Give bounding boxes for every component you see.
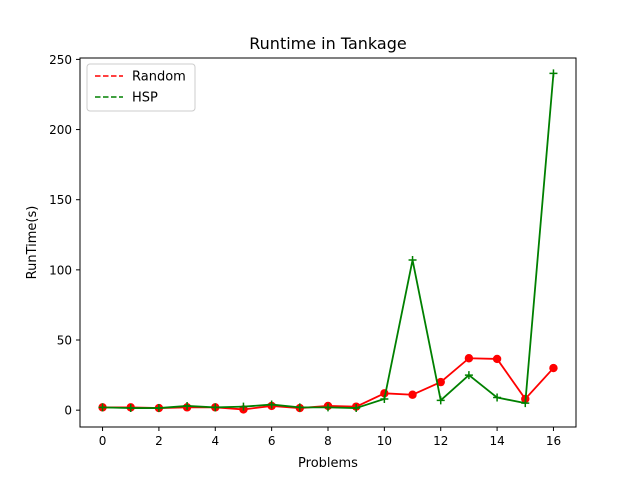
data-point-hsp — [352, 404, 361, 413]
x-tick-label: 10 — [377, 434, 392, 448]
x-tick-label: 12 — [433, 434, 448, 448]
legend-label-hsp: HSP — [132, 91, 158, 106]
x-tick-label: 2 — [155, 434, 163, 448]
data-point-hsp — [183, 401, 192, 410]
data-point-hsp — [239, 402, 248, 411]
y-tick-label: 150 — [49, 193, 72, 207]
x-tick-label: 6 — [268, 434, 276, 448]
data-point-hsp — [521, 399, 530, 408]
y-tick-label: 50 — [57, 334, 72, 348]
series-layer — [98, 69, 558, 414]
y-axis-ticks: 0 50 100 150 200 250 — [49, 53, 80, 418]
x-tick-label: 4 — [211, 434, 219, 448]
data-point-hsp — [549, 69, 558, 78]
data-point-random — [436, 377, 445, 387]
x-axis-label: Problems — [298, 456, 358, 471]
x-tick-label: 8 — [324, 434, 332, 448]
y-tick-label: 200 — [49, 123, 72, 137]
data-point-random — [464, 354, 474, 363]
data-point-hsp — [211, 403, 220, 412]
y-tick-label: 100 — [49, 263, 72, 277]
data-point-hsp — [436, 396, 445, 405]
data-point-hsp — [98, 403, 107, 412]
data-point-hsp — [493, 393, 502, 402]
data-point-hsp — [464, 371, 473, 380]
x-tick-label: 14 — [489, 434, 504, 448]
x-tick-label: 0 — [99, 434, 107, 448]
y-axis-label: RunTime(s) — [25, 206, 40, 280]
data-point-hsp — [408, 256, 417, 265]
chart-title: Runtime in Tankage — [249, 34, 406, 53]
series-hsp — [98, 69, 558, 413]
data-point-hsp — [324, 403, 332, 412]
legend: Random HSP — [86, 63, 196, 112]
y-tick-label: 250 — [49, 53, 72, 67]
data-point-hsp — [154, 404, 163, 413]
data-point-random — [408, 390, 417, 399]
plot-frame — [79, 57, 577, 428]
data-point-hsp — [126, 404, 135, 413]
data-point-random — [492, 354, 502, 364]
y-tick-label: 0 — [64, 404, 72, 418]
data-point-random — [549, 363, 558, 373]
legend-label-random: Random — [132, 70, 186, 85]
data-point-hsp — [380, 394, 389, 403]
x-axis-ticks: 0 2 4 6 8 10 12 14 16 — [99, 427, 561, 448]
x-tick-label: 16 — [546, 434, 561, 448]
data-point-hsp — [295, 403, 304, 412]
data-point-hsp — [267, 400, 276, 409]
